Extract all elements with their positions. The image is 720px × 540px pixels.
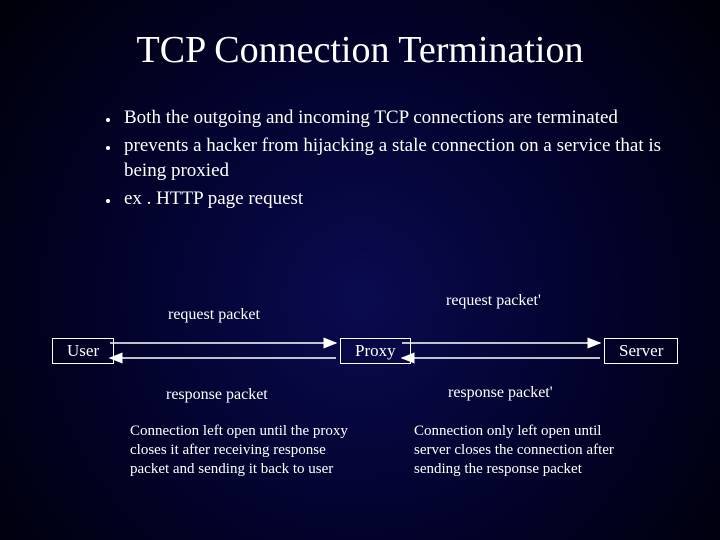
label-response-left: response packet (166, 386, 268, 404)
bullet-item: ex . HTTP page request (120, 187, 662, 211)
node-label: User (67, 341, 99, 360)
label-request-right: request packet' (446, 292, 541, 310)
node-server: Server (604, 338, 678, 364)
slide-title: TCP Connection Termination (0, 0, 720, 72)
node-proxy: Proxy (340, 338, 411, 364)
diagram: User Proxy Server request packet request… (48, 288, 680, 520)
node-label: Server (619, 341, 663, 360)
note-right: Connection only left open until server c… (414, 422, 639, 478)
note-left: Connection left open until the proxy clo… (130, 422, 355, 478)
slide: TCP Connection Termination Both the outg… (0, 0, 720, 540)
node-label: Proxy (355, 341, 396, 360)
bullet-list: Both the outgoing and incoming TCP conne… (80, 106, 662, 211)
bullet-item: prevents a hacker from hijacking a stale… (120, 134, 662, 183)
label-request-left: request packet (168, 306, 260, 324)
node-user: User (52, 338, 114, 364)
bullet-item: Both the outgoing and incoming TCP conne… (120, 106, 662, 130)
label-response-right: response packet' (448, 384, 553, 402)
